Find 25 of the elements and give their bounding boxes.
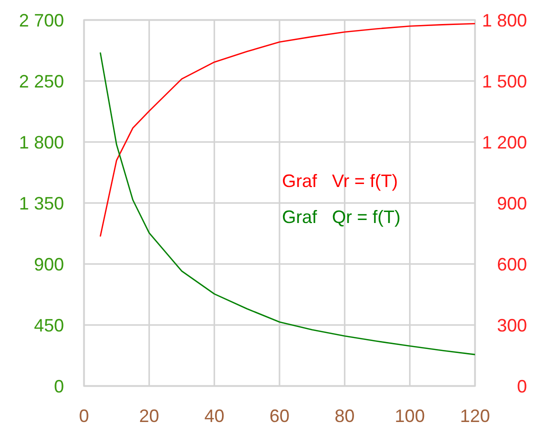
x-tick-label: 80 (334, 406, 355, 426)
line-series (100, 52, 476, 356)
x-tick-label: 40 (204, 406, 224, 426)
y2-tick-label: 1 800 (482, 10, 527, 30)
y2-tick-label: 1 200 (482, 132, 527, 152)
y-tick-label: 450 (34, 315, 64, 336)
x-tick-label: 0 (78, 406, 90, 426)
y2-tick-label: 900 (496, 193, 527, 214)
y-tick-label: 1 800 (18, 132, 64, 152)
y2-tick-label: 1 500 (482, 71, 527, 92)
x-tick-label: 20 (139, 406, 160, 426)
x-tick-label: 120 (460, 406, 490, 426)
y2-tick-label: 0 (516, 376, 527, 396)
y-tick-label: 2 250 (18, 71, 64, 92)
y2-tick-label: 600 (496, 254, 527, 274)
y-tick-label: 900 (34, 254, 64, 274)
x-tick-label: 100 (394, 406, 425, 426)
y-tick-label: 1 350 (18, 193, 64, 214)
y2-tick-label: 300 (496, 315, 527, 336)
text: Graf Qr = f(T) (282, 207, 401, 227)
text: Graf Vr = f(T) (282, 171, 398, 191)
x-tick-label: 60 (269, 406, 290, 426)
y-tick-label: 2 700 (18, 10, 64, 30)
y-tick-label: 0 (54, 376, 64, 396)
line-series (100, 23, 476, 238)
